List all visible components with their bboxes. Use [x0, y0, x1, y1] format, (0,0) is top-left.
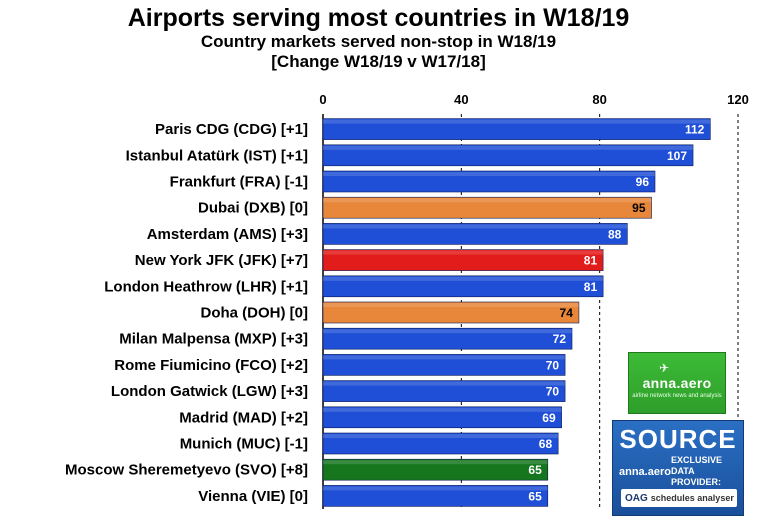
category-label: Munich (MUC) [-1]	[180, 436, 308, 453]
bar	[322, 223, 628, 245]
bar-highlight	[323, 224, 628, 229]
bar-highlight	[323, 434, 559, 438]
bar	[322, 327, 573, 350]
bar-highlight	[323, 145, 694, 150]
anna-aero-tagline: airline network news and analysis	[632, 393, 722, 399]
bar-highlight	[323, 407, 562, 412]
category-label: Istanbul Atatürk (IST) [+1]	[126, 147, 308, 164]
bars	[322, 118, 711, 507]
value-labels: 112 107 96 95 88 81 81 74 72 70 70 69 68 65 65	[528, 123, 704, 504]
x-tick-labels: 0 40 80 120	[319, 92, 748, 107]
category-label: Paris CDG (CDG) [+1]	[155, 121, 308, 138]
value-label: 88	[608, 227, 622, 241]
value-label: 65	[528, 489, 542, 503]
category-label: London Gatwick (LGW) [+3]	[111, 383, 308, 400]
source-label: SOURCE	[619, 424, 737, 454]
oag-text: schedules analyser	[650, 493, 734, 503]
source-anna-aero: anna.aero	[619, 465, 671, 478]
bar	[322, 275, 604, 298]
value-label: 68	[539, 437, 553, 451]
x-tick-label: 0	[319, 92, 326, 107]
bar	[322, 458, 549, 481]
oag-badge: OAG schedules analyser	[621, 489, 737, 507]
exclusive-line-2: DATA PROVIDER:	[670, 466, 721, 487]
bar-highlight	[323, 198, 652, 203]
bar-highlight	[323, 460, 548, 465]
chart-subtitle: Country markets served non-stop in W18/1…	[200, 32, 557, 51]
category-label: London Heathrow (LHR) [+1]	[104, 278, 308, 295]
bar	[322, 354, 566, 376]
value-label: 81	[584, 280, 598, 294]
source-badge: SOURCE anna.aero EXCLUSIVE DATA PROVIDER…	[612, 420, 744, 516]
value-label: 74	[560, 306, 574, 320]
exclusive-line-1: EXCLUSIVE	[670, 455, 722, 465]
exclusive-provider-text: EXCLUSIVE DATA PROVIDER:	[671, 455, 737, 488]
value-label: 96	[636, 175, 650, 189]
x-tick-label: 80	[592, 92, 606, 107]
value-label: 70	[546, 358, 560, 372]
value-label: 95	[632, 201, 646, 215]
bar-highlight	[323, 250, 604, 255]
bar	[322, 118, 711, 140]
bar	[322, 301, 580, 324]
chart-title: Airports serving most countries in W18/1…	[127, 4, 630, 32]
bar	[322, 196, 652, 219]
value-label: 107	[667, 149, 687, 163]
x-tick-label: 120	[727, 92, 749, 107]
category-label: Dubai (DXB) [0]	[198, 200, 308, 217]
bar-highlight	[323, 276, 604, 281]
chart-subtitle-change: [Change W18/19 v W17/18]	[271, 52, 486, 71]
value-label: 112	[685, 123, 705, 137]
category-label: Rome Fiumicino (FCO) [+2]	[114, 357, 308, 374]
value-label: 69	[542, 411, 556, 425]
category-label: Doha (DOH) [0]	[201, 305, 309, 322]
category-label: Frankfurt (FRA) [-1]	[170, 174, 308, 191]
bar	[322, 144, 694, 167]
value-label: 65	[528, 463, 542, 477]
category-label: Madrid (MAD) [+2]	[179, 409, 308, 426]
value-label: 72	[553, 332, 567, 346]
bar-highlight	[323, 486, 548, 491]
bar-highlight	[323, 355, 566, 360]
bar-highlight	[323, 119, 711, 124]
category-label: Amsterdam (AMS) [+3]	[147, 226, 308, 243]
bar-highlight	[323, 329, 572, 334]
category-label: Moscow Sheremetyevo (SVO) [+8]	[65, 462, 308, 479]
chart-titles: Airports serving most countries in W18/1…	[0, 4, 757, 72]
category-label: Vienna (VIE) [0]	[198, 488, 308, 505]
bar	[322, 485, 549, 507]
bar	[322, 432, 559, 455]
category-label: Milan Malpensa (MXP) [+3]	[119, 331, 308, 348]
oag-mark: OAG	[625, 492, 648, 504]
anna-aero-name: anna.aero	[642, 375, 712, 391]
bar	[322, 380, 566, 402]
bar	[322, 170, 656, 193]
bar-highlight	[323, 172, 655, 176]
bar	[322, 249, 604, 271]
plane-icon: ✈	[659, 361, 670, 375]
bar-highlight	[323, 381, 566, 386]
bar-highlight	[323, 303, 579, 307]
anna-aero-logo: ✈ anna.aero airline network news and ana…	[628, 352, 726, 414]
value-label: 70	[546, 385, 560, 399]
value-label: 81	[584, 254, 598, 268]
category-label: New York JFK (JFK) [+7]	[135, 252, 308, 269]
x-tick-label: 40	[454, 92, 468, 107]
bar	[322, 406, 562, 429]
category-labels: Paris CDG (CDG) [+1] Istanbul Atatürk (IS…	[65, 121, 308, 505]
